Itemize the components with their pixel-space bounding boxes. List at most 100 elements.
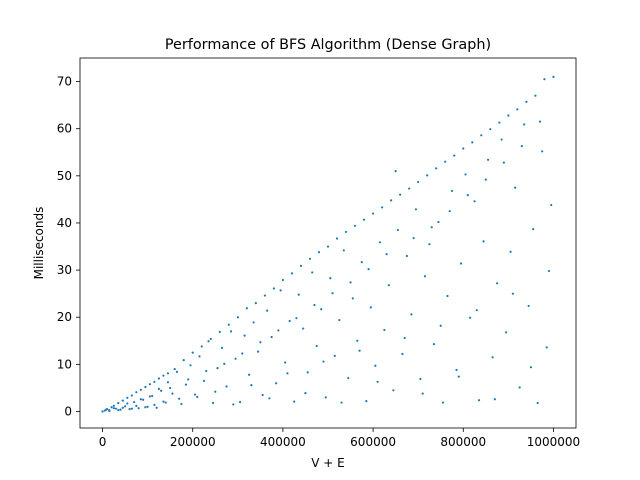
data-point [507, 114, 510, 117]
data-point [252, 321, 255, 324]
data-point [151, 394, 154, 398]
data-point [376, 380, 379, 383]
data-point [284, 361, 287, 364]
y-tick-label: 10 [57, 357, 72, 371]
data-point [392, 389, 395, 392]
data-point [335, 237, 339, 240]
data-point [491, 356, 494, 359]
data-point [302, 327, 305, 330]
data-point [216, 367, 219, 370]
data-point [272, 287, 275, 290]
data-point [187, 378, 190, 381]
data-point [227, 323, 230, 326]
data-point [308, 257, 312, 260]
data-point [279, 289, 282, 292]
data-point [110, 406, 113, 409]
data-point [207, 340, 210, 343]
data-point [324, 396, 327, 399]
data-point [471, 141, 474, 144]
data-point [423, 275, 427, 278]
data-point [121, 399, 124, 402]
data-point [516, 108, 519, 111]
data-point [166, 381, 170, 384]
data-point [448, 210, 451, 213]
data-point [164, 401, 167, 404]
data-point [234, 357, 237, 360]
data-point [369, 306, 372, 309]
data-point [153, 380, 156, 383]
data-point [277, 329, 280, 332]
data-point [117, 408, 120, 412]
data-point [295, 317, 298, 320]
data-point [112, 407, 115, 410]
data-point [543, 78, 546, 81]
data-point [245, 307, 248, 310]
data-point [498, 121, 501, 124]
data-point [484, 178, 487, 181]
data-point [356, 339, 359, 342]
data-point [450, 189, 454, 193]
data-point [432, 343, 436, 346]
data-point [489, 128, 492, 131]
data-point [459, 262, 463, 265]
data-point [374, 364, 377, 367]
data-point [225, 385, 228, 388]
data-point [286, 372, 289, 375]
data-point [261, 393, 264, 397]
data-point [329, 277, 332, 280]
data-point [220, 346, 224, 349]
data-point [320, 308, 323, 311]
data-point [232, 403, 235, 406]
data-point [466, 194, 469, 197]
data-point [266, 309, 269, 312]
data-point [297, 293, 300, 296]
data-point [112, 404, 115, 407]
data-point [241, 352, 244, 355]
data-point [367, 268, 370, 271]
data-point [182, 359, 185, 362]
data-point [532, 228, 535, 231]
data-point [527, 304, 530, 308]
x-tick-label: 800000 [440, 435, 486, 449]
data-point [421, 392, 424, 395]
data-point [259, 341, 262, 344]
data-point [426, 174, 429, 177]
x-tick-label: 600000 [350, 435, 396, 449]
data-point [311, 271, 314, 274]
data-point [196, 395, 199, 398]
data-point [148, 383, 151, 386]
data-point [135, 391, 138, 394]
data-point [482, 240, 485, 243]
data-point [502, 161, 505, 164]
data-point [139, 398, 142, 401]
data-point [126, 402, 129, 405]
y-tick-label: 0 [64, 405, 72, 419]
x-tick-label: 200000 [170, 435, 216, 449]
data-point [175, 370, 179, 374]
data-point [399, 193, 402, 196]
data-point [270, 335, 273, 339]
data-point [401, 352, 404, 356]
data-point [396, 228, 399, 232]
data-point [193, 393, 197, 396]
data-point [326, 245, 330, 248]
data-point [347, 376, 350, 380]
data-point [464, 173, 467, 176]
data-point [162, 374, 165, 377]
data-point [385, 252, 388, 256]
data-point [394, 170, 397, 173]
data-point [444, 160, 447, 163]
x-tick-label: 1000000 [527, 435, 580, 449]
data-point [178, 397, 181, 400]
data-point [108, 409, 111, 413]
data-point [299, 264, 303, 267]
data-point [509, 250, 512, 253]
data-point [378, 241, 381, 244]
data-point [153, 403, 156, 406]
data-point [342, 249, 345, 252]
data-point [453, 154, 456, 157]
data-point [275, 382, 278, 385]
data-point [184, 383, 188, 386]
data-point [144, 406, 147, 409]
